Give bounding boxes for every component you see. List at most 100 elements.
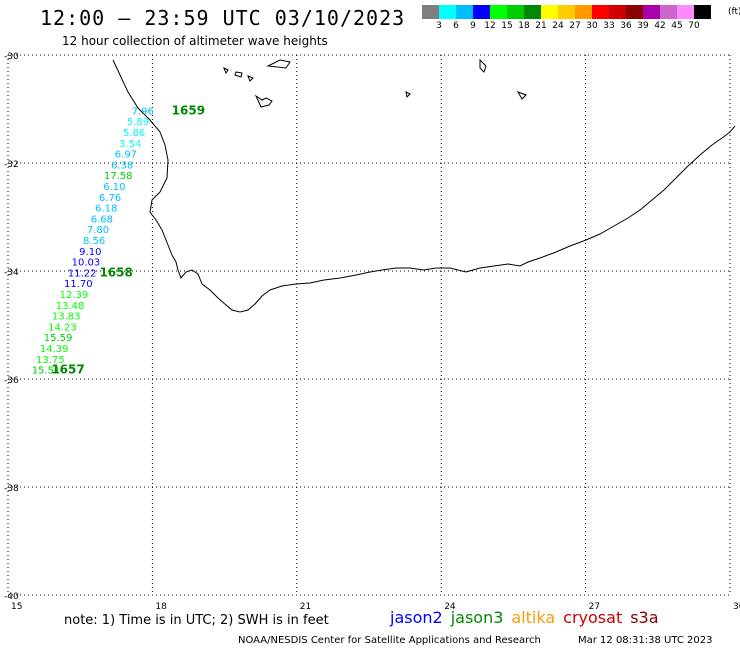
legend-swatch <box>524 5 541 19</box>
swh-value-label: 9.10 <box>79 247 101 258</box>
axis-tick-labels: 15 18 21 24 27 30 -30 -32 -34 -36 -38 -40 <box>4 52 740 612</box>
swh-value-label: 7.80 <box>87 225 109 236</box>
legend-swatch <box>575 5 592 19</box>
satellite-name: jason3 <box>450 608 504 627</box>
legend-label: 21 <box>535 21 547 31</box>
lat-lon-grid <box>7 54 731 596</box>
legend-label: 30 <box>586 21 598 31</box>
island-6 <box>479 58 487 73</box>
swh-value-label: 10.03 <box>72 258 101 269</box>
legend-label: 70 <box>688 21 700 31</box>
lat-tick-label: -38 <box>4 484 19 494</box>
footer-note: note: 1) Time is in UTC; 2) SWH is in fe… <box>64 613 329 628</box>
island-8 <box>516 91 527 100</box>
legend-swatch <box>694 5 711 19</box>
swh-value-label: 5.86 <box>123 128 145 139</box>
legend-label: 12 <box>484 21 496 31</box>
swh-value-label: 6.38 <box>111 160 133 171</box>
legend-swatch <box>490 5 507 19</box>
legend-swatch <box>541 5 558 19</box>
swh-value-label: 6.18 <box>95 204 117 215</box>
swh-value-label: 7.96 <box>132 106 154 117</box>
lat-tick-label: -36 <box>4 376 19 386</box>
island-1 <box>223 66 229 75</box>
lon-tick-label: 21 <box>300 602 311 612</box>
island-5 <box>266 59 291 69</box>
swh-value-label: 13.48 <box>56 301 85 312</box>
swh-value-label: 14.23 <box>48 322 77 333</box>
legend-swatch <box>609 5 626 19</box>
swh-value-label: 5.89 <box>127 117 149 128</box>
lat-tick-label: -30 <box>4 52 19 62</box>
legend-swatches <box>422 5 711 19</box>
swh-value-label: 6.76 <box>99 193 121 204</box>
credit-line: NOAA/NESDIS Center for Satellite Applica… <box>238 635 541 646</box>
swh-value-label: 6.97 <box>115 150 137 161</box>
pass-time-label: 1659 <box>172 103 205 117</box>
legend-label: 42 <box>654 21 666 31</box>
lon-tick-label: 15 <box>11 602 22 612</box>
legend-swatch <box>473 5 490 19</box>
swh-value-label: 12.39 <box>60 290 89 301</box>
legend-label: 18 <box>518 21 530 31</box>
lat-tick-label: -34 <box>4 268 19 278</box>
legend-swatch <box>626 5 643 19</box>
swh-value-label: 14.39 <box>40 344 69 355</box>
legend-swatch <box>558 5 575 19</box>
legend-label: 33 <box>603 21 615 31</box>
swh-value-label: 8.56 <box>83 236 105 247</box>
legend-label: 3 <box>436 21 442 31</box>
lon-tick-label: 27 <box>589 602 600 612</box>
swh-value-label: 17.58 <box>104 171 133 182</box>
west-coast-line <box>112 59 736 313</box>
satellite-name: jason2 <box>390 608 443 627</box>
lat-tick-label: -40 <box>4 592 19 602</box>
legend-label: 36 <box>620 21 632 31</box>
legend-label: 9 <box>470 21 476 31</box>
swh-value-label: 13.83 <box>52 312 81 323</box>
swh-value-label: 13.75 <box>36 355 65 366</box>
page-subtitle: 12 hour collection of altimeter wave hei… <box>62 34 328 48</box>
legend-labels: 3 6 9 12 15 18 21 24 27 30 33 36 39 42 45 70 <box>422 19 711 33</box>
lon-tick-label: 18 <box>155 602 167 612</box>
satellite-name: s3a <box>630 608 659 627</box>
swh-value-label: 11.22 <box>68 268 97 279</box>
legend-swatch <box>507 5 524 19</box>
swh-value-label: 6.10 <box>103 182 125 193</box>
satellite-name: altika <box>511 608 556 627</box>
legend-label: 6 <box>453 21 459 31</box>
legend-swatch <box>456 5 473 19</box>
coastline <box>112 58 736 313</box>
island-7 <box>405 91 411 99</box>
pass-time-label: 1657 <box>51 363 84 377</box>
page-title: 12:00 – 23:59 UTC 03/10/2023 <box>40 6 406 30</box>
swh-value-label: 3.54 <box>119 139 141 150</box>
lat-tick-label: -32 <box>4 160 19 170</box>
legend-label: 39 <box>637 21 649 31</box>
swh-value-label: 6.68 <box>91 214 113 225</box>
legend-swatch <box>660 5 677 19</box>
swh-value-label: 15.59 <box>44 333 73 344</box>
legend-swatch <box>592 5 609 19</box>
lon-tick-label: 30 <box>733 602 740 612</box>
legend-swatch <box>422 5 439 19</box>
island-4 <box>254 94 273 108</box>
legend-unit: (ft) <box>728 7 740 17</box>
legend-swatch <box>643 5 660 19</box>
legend-swatch <box>677 5 694 19</box>
legend-label: 45 <box>671 21 683 31</box>
generation-timestamp: Mar 12 08:31:38 UTC 2023 <box>578 635 713 646</box>
legend-label: 24 <box>552 21 564 31</box>
legend-swatch <box>439 5 456 19</box>
swh-value-label: 15.51 <box>32 366 61 377</box>
legend-label: 27 <box>569 21 581 31</box>
satellite-legend: jason2 jason3 altika cryosat s3a <box>390 608 659 627</box>
lon-tick-label: 24 <box>444 602 456 612</box>
island-3 <box>247 75 254 82</box>
altimeter-track: 7.965.895.863.546.976.3817.586.106.766.1… <box>32 103 205 376</box>
satellite-name: cryosat <box>563 608 623 627</box>
island-2 <box>234 71 243 78</box>
legend-label: 15 <box>501 21 513 31</box>
